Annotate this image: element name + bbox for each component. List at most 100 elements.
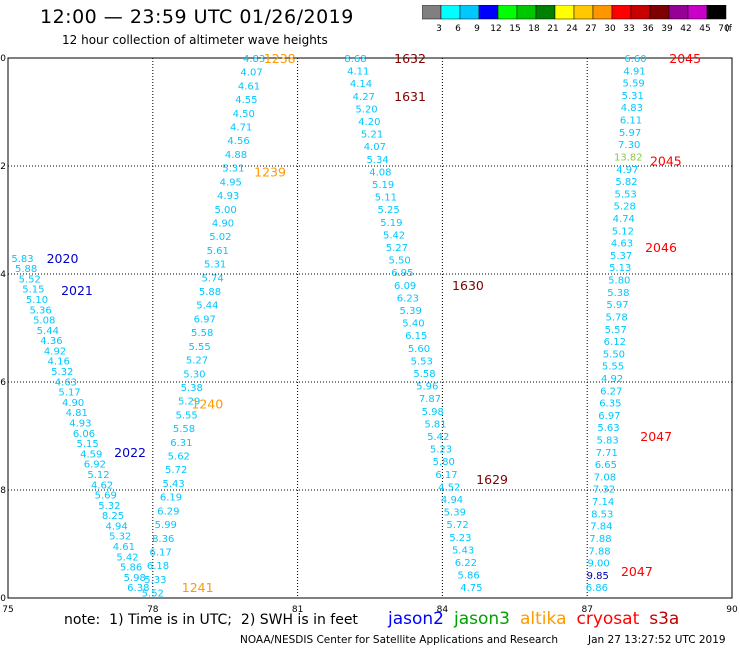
wave-height-value: 4.07 [364, 142, 386, 153]
wave-height-value: 5.74 [201, 273, 223, 284]
wave-height-value: 4.94 [105, 521, 127, 532]
wave-height-value: 6.95 [391, 268, 413, 279]
x-tick-label: 90 [726, 605, 738, 615]
wave-height-value: 5.81 [424, 419, 446, 430]
wave-height-value: 5.97 [606, 300, 628, 311]
wave-height-value: 5.42 [383, 230, 405, 241]
wave-height-value: 4.95 [220, 177, 242, 188]
x-tick-label: 78 [147, 605, 159, 615]
wave-height-value: 5.10 [26, 295, 48, 306]
wave-height-value: 6.27 [600, 386, 622, 397]
chart-subtitle: 12 hour collection of altimeter wave hei… [62, 33, 328, 47]
colorbar-tick-label: 21 [547, 24, 558, 34]
x-tick-label: 87 [581, 605, 592, 615]
wave-height-value: 5.69 [95, 491, 117, 502]
wave-height-value: 4.88 [225, 150, 247, 161]
wave-height-value: 8.53 [591, 509, 613, 520]
wave-height-value: 4.50 [233, 109, 255, 120]
y-tick-label: -2 [0, 162, 6, 172]
wave-height-value: 5.50 [603, 349, 625, 360]
wave-height-value: 5.43 [452, 545, 474, 556]
wave-height-value: 4.36 [40, 336, 62, 347]
wave-height-value: 5.80 [608, 276, 630, 287]
wave-height-value: 4.14 [350, 79, 372, 90]
wave-height-value: 5.42 [116, 552, 138, 563]
wave-height-value: 5.58 [413, 369, 435, 380]
legend-jason3: jason3 [454, 609, 510, 629]
wave-height-value: 4.83 [243, 54, 265, 65]
wave-height-value: 4.97 [616, 165, 638, 176]
wave-height-value: 4.91 [623, 66, 645, 77]
colorbar-tick-label: 36 [642, 24, 654, 34]
wave-height-value: 4.93 [69, 419, 91, 430]
credit-org: NOAA/NESDIS Center for Satellite Applica… [240, 634, 558, 646]
wave-height-value: 4.94 [441, 495, 463, 506]
x-tick-label: 84 [437, 605, 449, 615]
wave-height-value: 5.86 [120, 563, 142, 574]
wave-height-value: 5.82 [615, 177, 637, 188]
colorbar-tick-label: 12 [490, 24, 501, 34]
wave-height-value: 5.72 [446, 520, 468, 531]
wave-height-value: 7.71 [596, 448, 618, 459]
wave-height-value: 5.83 [11, 254, 33, 265]
wave-height-value: 5.97 [619, 128, 641, 139]
wave-height-value: 4.75 [460, 583, 482, 594]
wave-height-value: 5.37 [610, 251, 632, 262]
wave-height-value: 5.27 [186, 356, 208, 367]
colorbar-swatch [706, 5, 727, 20]
x-tick-label: 81 [292, 605, 303, 615]
wave-height-value: 4.27 [353, 92, 375, 103]
wave-height-value: 4.61 [238, 81, 260, 92]
wave-height-value: 5.28 [614, 202, 636, 213]
wave-height-value: 4.62 [91, 480, 113, 491]
wave-height-value: 5.13 [609, 263, 631, 274]
wave-height-value: 5.32 [98, 501, 120, 512]
wave-height-value: 5.19 [372, 180, 394, 191]
wave-height-value: 5.17 [58, 388, 80, 399]
colorbar-tick-label: 30 [604, 24, 616, 34]
wave-height-value: 5.27 [386, 243, 408, 254]
colorbar-tick-label: 3 [436, 24, 442, 34]
wave-height-value: 13.82 [614, 152, 643, 163]
legend-altika: altika [520, 609, 567, 629]
wave-height-value: 4.92 [44, 346, 66, 357]
wave-height-value: 6.09 [394, 281, 416, 292]
wave-height-value: 5.96 [416, 382, 438, 393]
wave-height-value: 5.62 [168, 452, 190, 463]
wave-height-value: 7.87 [419, 394, 441, 405]
credit-date: Jan 27 13:27:52 UTC 2019 [588, 634, 726, 646]
wave-height-value: 6.92 [84, 460, 106, 471]
wave-height-value: 5.11 [375, 193, 397, 204]
colorbar-tick-label: 33 [623, 24, 634, 34]
colorbar-tick-label: 15 [509, 24, 520, 34]
wave-height-value: 5.55 [602, 362, 624, 373]
wave-height-value: 7.88 [589, 534, 611, 545]
pass-time-label: 2045 [650, 154, 682, 169]
wave-height-value: 5.44 [37, 326, 59, 337]
chart-note: note: 1) Time is in UTC; 2) SWH is in fe… [64, 612, 358, 628]
wave-height-value: 5.57 [605, 325, 627, 336]
wave-height-value: 5.72 [165, 465, 187, 476]
wave-height-value: 5.80 [433, 457, 455, 468]
legend-cryosat: cryosat [576, 609, 640, 629]
wave-height-value: 5.88 [15, 264, 37, 275]
wave-height-value: 5.30 [183, 369, 205, 380]
wave-height-value: 6.38 [127, 583, 149, 594]
wave-height-value: 5.39 [400, 306, 422, 317]
colorbar-tick-label: 45 [699, 24, 710, 34]
wave-height-value: 6.12 [604, 337, 626, 348]
wave-height-value: 5.43 [162, 479, 184, 490]
wave-height-value: 5.34 [366, 155, 388, 166]
wave-height-value: 5.08 [33, 316, 55, 327]
legend-jason2: jason2 [388, 609, 444, 629]
wave-height-value: 4.08 [369, 167, 391, 178]
wave-height-value: 6.17 [149, 547, 171, 558]
pass-time-label: 2047 [621, 564, 653, 579]
wave-height-value: 5.12 [87, 470, 109, 481]
pass-time-label: 2020 [47, 251, 79, 266]
y-tick-label: -4 [0, 270, 6, 280]
wave-height-value: 6.97 [598, 411, 620, 422]
plot-frame [7, 57, 733, 599]
wave-height-value: 5.32 [109, 532, 131, 543]
